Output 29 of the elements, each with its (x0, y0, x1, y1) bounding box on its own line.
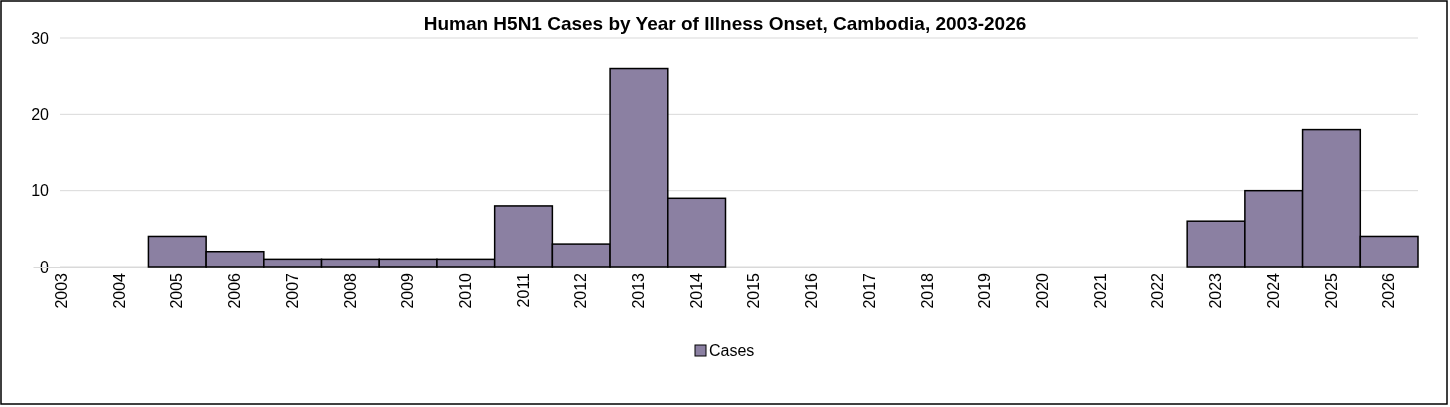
x-tick-label: 2007 (283, 272, 301, 309)
y-tick-label: 30 (31, 29, 50, 47)
x-tick-label: 2023 (1207, 272, 1225, 309)
x-tick-label: 2020 (1034, 272, 1052, 309)
x-tick-label: 2022 (1149, 272, 1167, 309)
x-tick-label: 2010 (456, 272, 474, 309)
x-tick-label: 2012 (572, 272, 590, 309)
y-tick-label: 10 (31, 182, 50, 200)
legend-label: Cases (709, 342, 755, 359)
x-tick-label: 2025 (1322, 272, 1340, 309)
x-tick-label: 2016 (803, 272, 821, 309)
x-tick-label: 2011 (514, 272, 532, 308)
x-tick-label: 2006 (226, 272, 244, 309)
x-tick-label: 2017 (860, 272, 878, 309)
x-tick-label: 2014 (687, 272, 705, 309)
y-tick-label: 20 (31, 105, 50, 123)
x-tick-label: 2026 (1380, 272, 1398, 309)
x-tick-label: 2024 (1264, 272, 1282, 309)
x-tick-label: 2015 (745, 272, 763, 309)
x-tick-label: 2019 (976, 272, 994, 309)
x-tick-label: 2004 (110, 272, 128, 309)
chart-title: Human H5N1 Cases by Year of Illness Onset, Cambodia, 2003-2026 (423, 13, 1027, 34)
x-tick-label: 2021 (1091, 272, 1109, 309)
x-tick-label: 2009 (399, 272, 417, 309)
x-tick-label: 2003 (52, 272, 70, 309)
x-tick-label: 2008 (341, 272, 359, 309)
x-tick-label: 2013 (630, 272, 648, 309)
x-tick-label: 2005 (168, 272, 186, 309)
x-tick-label: 2018 (918, 272, 936, 309)
